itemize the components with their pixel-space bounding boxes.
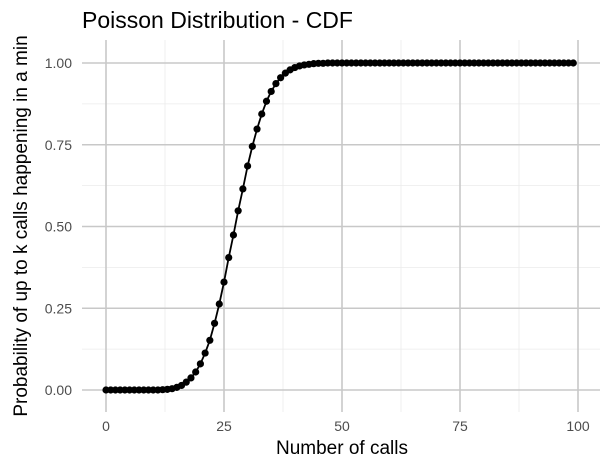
data-point	[244, 162, 252, 170]
data-point	[267, 87, 275, 96]
data-point	[262, 97, 271, 105]
data-point	[215, 300, 223, 308]
data-point	[187, 374, 195, 382]
x-axis-title: Number of calls	[276, 438, 408, 459]
series-points	[102, 59, 577, 394]
data-point	[234, 207, 242, 215]
y-tick-label: 0.75	[45, 137, 72, 153]
y-axis-tick-labels: 0.00 0.25 0.50 0.75 1.00	[45, 55, 72, 398]
data-point	[229, 231, 238, 239]
data-point	[239, 185, 247, 193]
chart-title: Poisson Distribution - CDF	[82, 7, 353, 33]
data-point	[272, 80, 280, 88]
x-axis-tick-labels: 0 25 50 75 100	[102, 418, 590, 434]
data-point	[206, 336, 214, 344]
y-tick-label: 0.00	[45, 382, 72, 398]
data-point	[277, 74, 285, 82]
y-tick-label: 0.25	[45, 300, 72, 316]
x-tick-label: 25	[216, 418, 232, 434]
y-tick-label: 0.50	[45, 219, 72, 235]
data-point	[196, 360, 204, 368]
y-axis-title: Probability of up to k calls happening i…	[11, 35, 32, 416]
x-tick-label: 75	[452, 418, 468, 434]
data-point	[569, 59, 577, 67]
data-point	[225, 253, 233, 262]
data-point	[258, 110, 266, 118]
y-tick-label: 1.00	[45, 55, 72, 71]
x-tick-label: 0	[102, 418, 110, 434]
data-point	[248, 142, 256, 150]
data-point	[220, 278, 228, 286]
data-point	[182, 378, 190, 386]
data-point	[192, 368, 200, 376]
x-tick-label: 100	[566, 418, 590, 434]
x-tick-label: 50	[334, 418, 350, 434]
data-point	[253, 125, 261, 133]
data-point	[210, 319, 219, 327]
data-point	[201, 349, 209, 357]
